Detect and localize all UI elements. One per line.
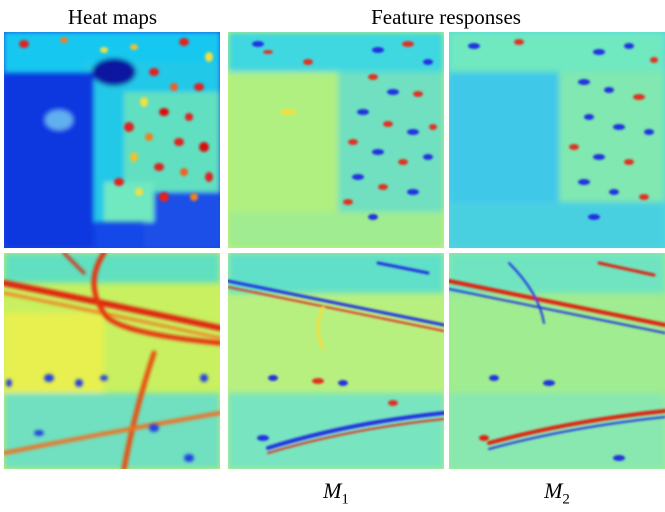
caption-m1-var: M xyxy=(323,478,342,503)
caption-m2-var: M xyxy=(544,478,563,503)
feature-response-m1-row2 xyxy=(228,253,444,469)
heat-maps-header: Heat maps xyxy=(67,5,158,29)
feature-response-m2-row2 xyxy=(449,253,665,469)
caption-m1-sub: 1 xyxy=(341,491,349,508)
feature-response-m2-row1 xyxy=(449,32,665,248)
caption-m2: M2 xyxy=(449,478,665,512)
heatmap-panel-row1 xyxy=(4,32,220,248)
caption-m2-sub: 2 xyxy=(562,491,570,508)
caption-m1: M1 xyxy=(228,478,444,512)
feature-response-m1-row1 xyxy=(228,32,444,248)
heatmap-panel-row2 xyxy=(4,253,220,469)
feature-responses-header: Feature responses xyxy=(371,5,521,29)
